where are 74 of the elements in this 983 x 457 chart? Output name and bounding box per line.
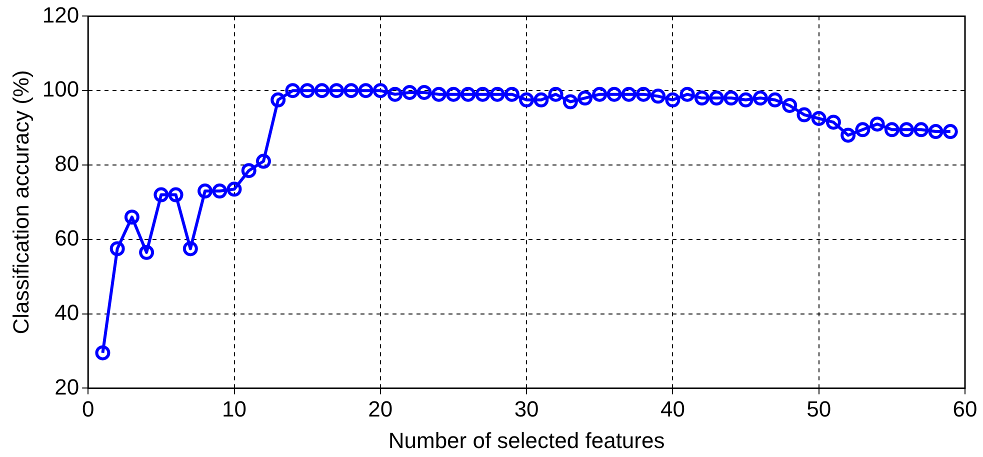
x-tick-label: 60	[952, 396, 978, 422]
point	[942, 124, 958, 140]
point	[621, 86, 636, 102]
point	[782, 98, 798, 113]
point	[212, 184, 228, 199]
point	[636, 86, 651, 102]
point	[372, 83, 388, 98]
point	[446, 86, 461, 102]
point	[256, 154, 271, 169]
point	[534, 92, 549, 108]
x-tick-label: 10	[222, 396, 246, 422]
x-tick-label: 40	[660, 396, 685, 422]
y-tick-label: 80	[54, 151, 80, 176]
x-tick-label: 0	[82, 396, 94, 422]
point	[139, 244, 154, 260]
x-tick-label: 30	[514, 396, 539, 422]
point	[475, 86, 490, 102]
point	[402, 84, 418, 100]
point	[562, 94, 578, 110]
point	[724, 90, 739, 106]
point	[738, 92, 754, 108]
point	[665, 92, 680, 108]
x-tick-label: 50	[806, 396, 832, 422]
point	[826, 114, 841, 130]
point	[899, 122, 914, 138]
point	[241, 163, 256, 178]
y-tick-label: 120	[42, 2, 80, 28]
point	[460, 86, 476, 102]
point	[344, 83, 359, 98]
point	[154, 187, 169, 202]
point	[650, 88, 666, 104]
point	[578, 90, 593, 106]
point	[752, 90, 768, 106]
point	[168, 187, 184, 202]
point	[182, 241, 198, 256]
point	[95, 345, 110, 360]
point	[300, 83, 315, 98]
y-axis-title: Classification accuracy (%)	[8, 70, 34, 334]
x-tick-label: 20	[368, 396, 393, 422]
point	[226, 182, 242, 197]
point	[768, 92, 783, 108]
point	[110, 241, 125, 256]
point	[592, 86, 608, 102]
point	[694, 90, 710, 106]
y-tick-label: 40	[54, 300, 80, 325]
point	[914, 122, 929, 138]
point	[198, 184, 213, 199]
point	[285, 83, 300, 98]
point	[855, 122, 870, 138]
point	[811, 111, 826, 126]
point	[314, 83, 330, 98]
point	[680, 86, 695, 102]
point	[358, 83, 374, 98]
point	[270, 92, 286, 108]
point	[606, 86, 622, 102]
point	[329, 83, 344, 98]
point	[884, 122, 900, 138]
point	[124, 210, 140, 225]
point	[504, 86, 520, 102]
point	[796, 107, 812, 122]
point	[928, 124, 944, 140]
y-tick-label: 60	[54, 225, 80, 250]
point	[431, 86, 446, 102]
y-tick-label: 100	[42, 76, 80, 102]
point	[490, 86, 505, 102]
point	[416, 84, 432, 100]
point	[519, 92, 534, 108]
point	[840, 128, 856, 143]
point	[548, 86, 564, 102]
point	[870, 116, 885, 132]
x-axis-title: Number of selected features	[388, 428, 665, 453]
point	[388, 86, 403, 102]
point	[709, 90, 724, 106]
y-tick-label: 20	[54, 374, 80, 400]
